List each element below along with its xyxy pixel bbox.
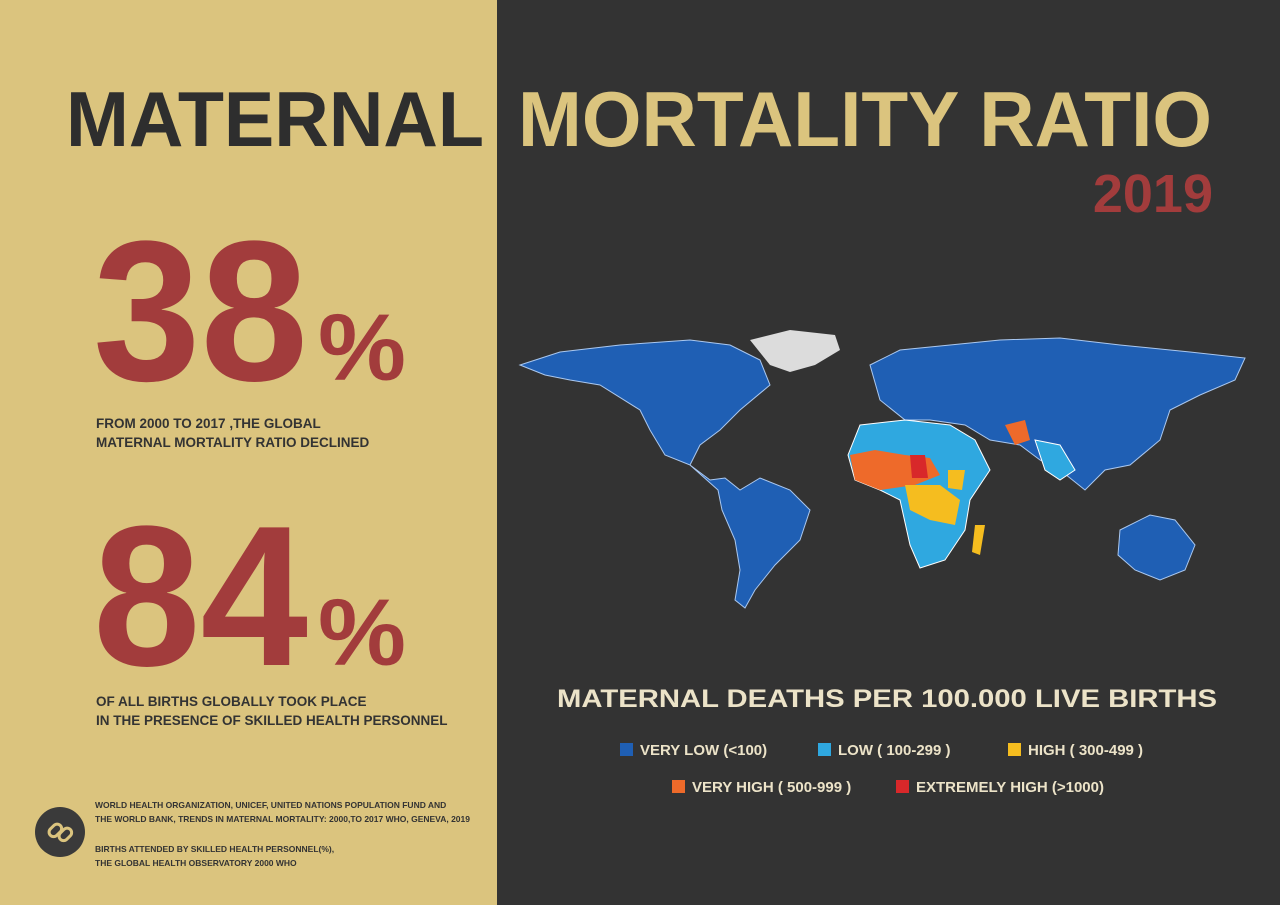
stat-caption: OF ALL BIRTHS GLOBALLY TOOK PLACE	[96, 694, 367, 709]
year: 2019	[1093, 164, 1213, 224]
stat-number: 84	[93, 485, 308, 708]
legend-swatch	[620, 743, 633, 756]
stat-caption: IN THE PRESENCE OF SKILLED HEALTH PERSON…	[96, 713, 448, 728]
left-panel	[0, 0, 497, 905]
source-text: THE WORLD BANK, TRENDS IN MATERNAL MORTA…	[95, 814, 470, 824]
legend-swatch	[1008, 743, 1021, 756]
stat-caption: FROM 2000 TO 2017 ,THE GLOBAL	[96, 416, 321, 431]
title-left: MATERNAL	[66, 75, 484, 163]
source-text: THE GLOBAL HEALTH OBSERVATORY 2000 WHO	[95, 858, 297, 868]
source-text: BIRTHS ATTENDED BY SKILLED HEALTH PERSON…	[95, 844, 334, 854]
stat-caption: MATERNAL MORTALITY RATIO DECLINED	[96, 435, 369, 450]
stat-number: 38	[93, 200, 308, 423]
legend-label: EXTREMELY HIGH (>1000)	[916, 779, 1104, 796]
link-glyph	[47, 822, 74, 843]
legend-label: LOW ( 100-299 )	[838, 742, 951, 759]
legend-swatch	[818, 743, 831, 756]
legend-label: VERY LOW (<100)	[640, 742, 767, 759]
legend-swatch	[896, 780, 909, 793]
world-map	[518, 330, 1246, 609]
stat-unit: %	[318, 580, 406, 686]
legend-label: VERY HIGH ( 500-999 )	[692, 779, 851, 796]
legend-label: HIGH ( 300-499 )	[1028, 742, 1143, 759]
legend-swatch	[672, 780, 685, 793]
title-right: MORTALITY RATIO	[518, 75, 1212, 163]
stat-unit: %	[318, 295, 406, 401]
source-text: WORLD HEALTH ORGANIZATION, UNICEF, UNITE…	[95, 800, 446, 810]
legend-title: MATERNAL DEATHS PER 100.000 LIVE BIRTHS	[557, 685, 1217, 713]
